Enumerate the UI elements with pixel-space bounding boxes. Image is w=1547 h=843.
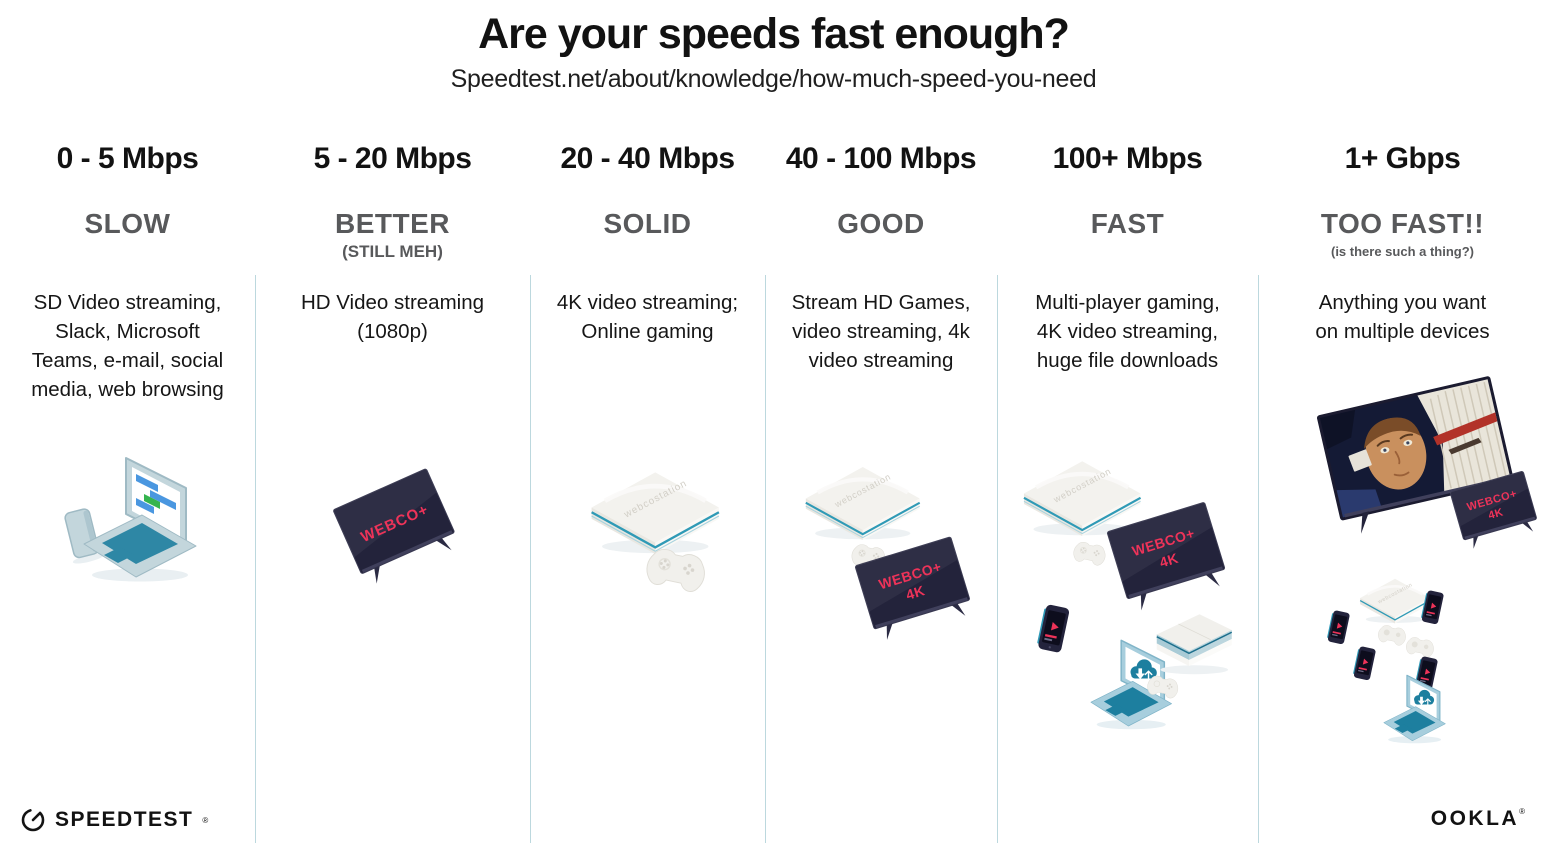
smartphone-video-icon: [1037, 604, 1070, 653]
speed-column-5-20-mbps: 5 - 20 Mbps BETTER (STILL MEH) HD Video …: [255, 130, 530, 780]
speed-range: 40 - 100 Mbps: [785, 142, 977, 175]
speed-column-1-plus-gbps: 1+ Gbps TOO FAST!! (is there such a thin…: [1258, 130, 1547, 780]
tier-label: SOLID: [603, 208, 692, 239]
speed-range: 20 - 40 Mbps: [560, 142, 735, 175]
game-console-icon: webcostation: [1023, 461, 1142, 537]
speedtest-gauge-icon: [21, 808, 45, 832]
page-subtitle: Speedtest.net/about/knowledge/how-much-s…: [450, 65, 1097, 93]
cloud-transfer-icon: [1130, 659, 1157, 680]
smartphone-video-icon: [1327, 610, 1350, 645]
tv-illustration: WEBCO+: [333, 468, 455, 584]
speed-column-40-100-mbps: 40 - 100 Mbps GOOD Stream HD Games, vide…: [765, 130, 997, 780]
game-console-icon: webcostation: [591, 472, 720, 555]
controller-icon: [646, 548, 705, 592]
speedtest-wordmark: SPEEDTEST: [55, 808, 194, 831]
game-console-icon: webcostation: [1359, 578, 1431, 624]
column-divider: [530, 275, 531, 843]
tier-note: (is there such a thing?): [1330, 244, 1474, 259]
tier-label: GOOD: [837, 208, 925, 239]
tv-4k-label: 4K: [1487, 506, 1505, 522]
movie-tv-icon: [1317, 376, 1514, 534]
speed-range: 100+ Mbps: [1052, 142, 1203, 175]
column-divider: [765, 275, 766, 843]
many-devices-illustration: WEBCO+ 4K webcostation: [1317, 376, 1537, 744]
controller-icon: [1406, 637, 1434, 658]
speed-column-20-40-mbps: 20 - 40 Mbps SOLID 4K video streaming; O…: [530, 130, 765, 780]
smartphone-video-icon: [1353, 646, 1376, 681]
registered-mark: ®: [202, 815, 209, 825]
laptop-icon: [83, 457, 197, 582]
tier-label: SLOW: [84, 208, 171, 239]
controller-icon: [1378, 625, 1406, 646]
tier-note: (STILL MEH): [342, 242, 443, 261]
tv-4k-label: 4K: [904, 582, 927, 603]
column-divider: [255, 275, 256, 843]
column-divider: [997, 275, 998, 843]
chat-bubbles-icon: [136, 474, 176, 514]
multi-device-illustration: webcostation WEBCO+ 4K: [1023, 461, 1233, 730]
registered-mark: ®: [1519, 807, 1525, 816]
tv-4k-label: 4K: [1158, 550, 1181, 571]
tv-icon: WEBCO+ 4K: [854, 536, 970, 640]
ookla-wordmark: OOKLA: [1430, 807, 1520, 830]
smartphone-video-icon: [1421, 590, 1444, 625]
speedtest-logo: SPEEDTEST ®: [20, 807, 208, 833]
controller-icon: [1147, 675, 1179, 699]
ookla-logo: OOKLA®: [1431, 807, 1525, 831]
speed-range: 1+ Gbps: [1344, 142, 1461, 175]
tv-icon: WEBCO+: [333, 468, 455, 584]
tv-icon: WEBCO+ 4K: [1449, 471, 1537, 549]
tier-label: FAST: [1090, 208, 1165, 239]
tier-label: TOO FAST!!: [1320, 208, 1485, 239]
console-slim-icon: [1156, 614, 1233, 675]
speed-range: 0 - 5 Mbps: [56, 142, 199, 175]
controller-icon: [1073, 542, 1106, 566]
tier-description: Multi-player gaming, 4K video streaming,…: [1035, 291, 1220, 372]
tier-description: Anything you want on multiple devices: [1315, 291, 1490, 343]
movie-still-astronaut: [1320, 379, 1511, 518]
console-illustration: webcostation: [591, 472, 720, 592]
tier-description: Stream HD Games, video streaming, 4k vid…: [791, 291, 971, 372]
console-tv-illustration: webcostation WEBCO+ 4K: [805, 467, 970, 640]
column-divider: [1258, 275, 1259, 843]
speed-column-0-5-mbps: 0 - 5 Mbps SLOW SD Video streaming, Slac…: [0, 130, 255, 780]
tv-icon: WEBCO+ 4K: [1106, 502, 1226, 611]
tier-description: 4K video streaming; Online gaming: [556, 291, 739, 343]
cloud-transfer-icon: [1414, 689, 1435, 706]
tier-description: HD Video streaming (1080p): [300, 291, 485, 343]
smartphone-video-icon: [1415, 656, 1438, 691]
speed-columns: 0 - 5 Mbps SLOW SD Video streaming, Slac…: [0, 130, 1547, 843]
header: Are your speeds fast enough? Speedtest.n…: [0, 10, 1547, 94]
laptop-cloud-icon: [1383, 674, 1446, 744]
laptop-cloud-icon: [1090, 639, 1172, 730]
game-console-icon: webcostation: [805, 467, 921, 541]
speed-column-100-plus-mbps: 100+ Mbps FAST Multi-player gaming, 4K v…: [997, 130, 1258, 780]
speed-range: 5 - 20 Mbps: [313, 142, 472, 175]
page-title: Are your speeds fast enough?: [478, 10, 1070, 58]
tier-label: BETTER: [335, 208, 450, 239]
tier-description: SD Video streaming, Slack, Microsoft Tea…: [31, 291, 224, 401]
laptop-phone-illustration: [64, 457, 197, 582]
